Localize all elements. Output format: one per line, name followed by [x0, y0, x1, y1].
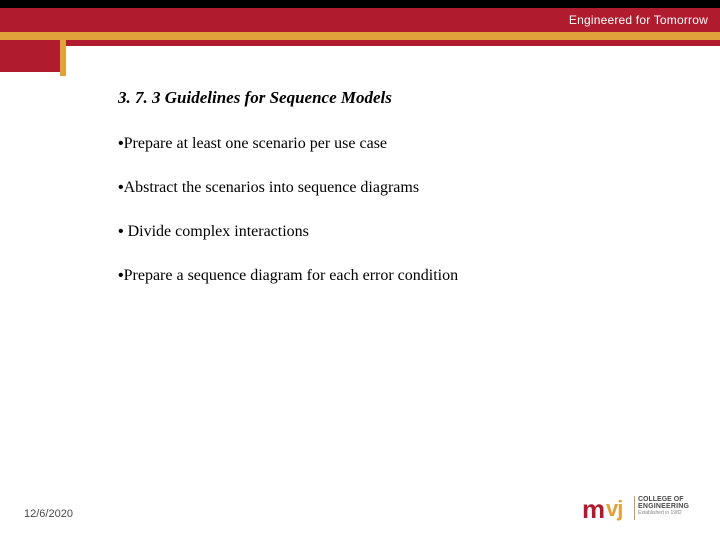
bullet-item: • Divide complex interactions — [118, 222, 678, 242]
bullet-item: •Abstract the scenarios into sequence di… — [118, 178, 678, 198]
top-black-bar — [0, 0, 720, 8]
bullet-text: Divide complex interactions — [124, 223, 309, 240]
bullet-text: Prepare at least one scenario per use ca… — [124, 135, 387, 152]
logo-letters-vj: vj — [606, 496, 622, 522]
bullet-item: •Prepare at least one scenario per use c… — [118, 134, 678, 154]
bullet-item: •Prepare a sequence diagram for each err… — [118, 266, 678, 286]
logo-letter-m: m — [582, 494, 604, 525]
accent-stripe-red — [0, 40, 720, 46]
header-tagline: Engineered for Tomorrow — [569, 13, 708, 27]
logo-subtext: COLLEGE OF ENGINEERING Established in 19… — [638, 496, 689, 516]
accent-stripe-gold — [0, 32, 720, 40]
slide-content: 3. 7. 3 Guidelines for Sequence Models •… — [118, 88, 678, 310]
institution-logo: m vj COLLEGE OF ENGINEERING Established … — [582, 492, 702, 528]
bullet-text: Prepare a sequence diagram for each erro… — [124, 267, 459, 284]
slide-heading: 3. 7. 3 Guidelines for Sequence Models — [118, 88, 678, 108]
logo-line1: COLLEGE OF — [638, 496, 689, 503]
footer-date: 12/6/2020 — [24, 508, 73, 520]
bullet-text: Abstract the scenarios into sequence dia… — [124, 179, 419, 196]
logo-divider — [634, 496, 635, 520]
corner-rim-side — [60, 40, 66, 76]
header-band: Engineered for Tomorrow — [0, 8, 720, 32]
corner-box — [0, 40, 60, 72]
logo-line3: Established in 1982 — [638, 511, 689, 516]
